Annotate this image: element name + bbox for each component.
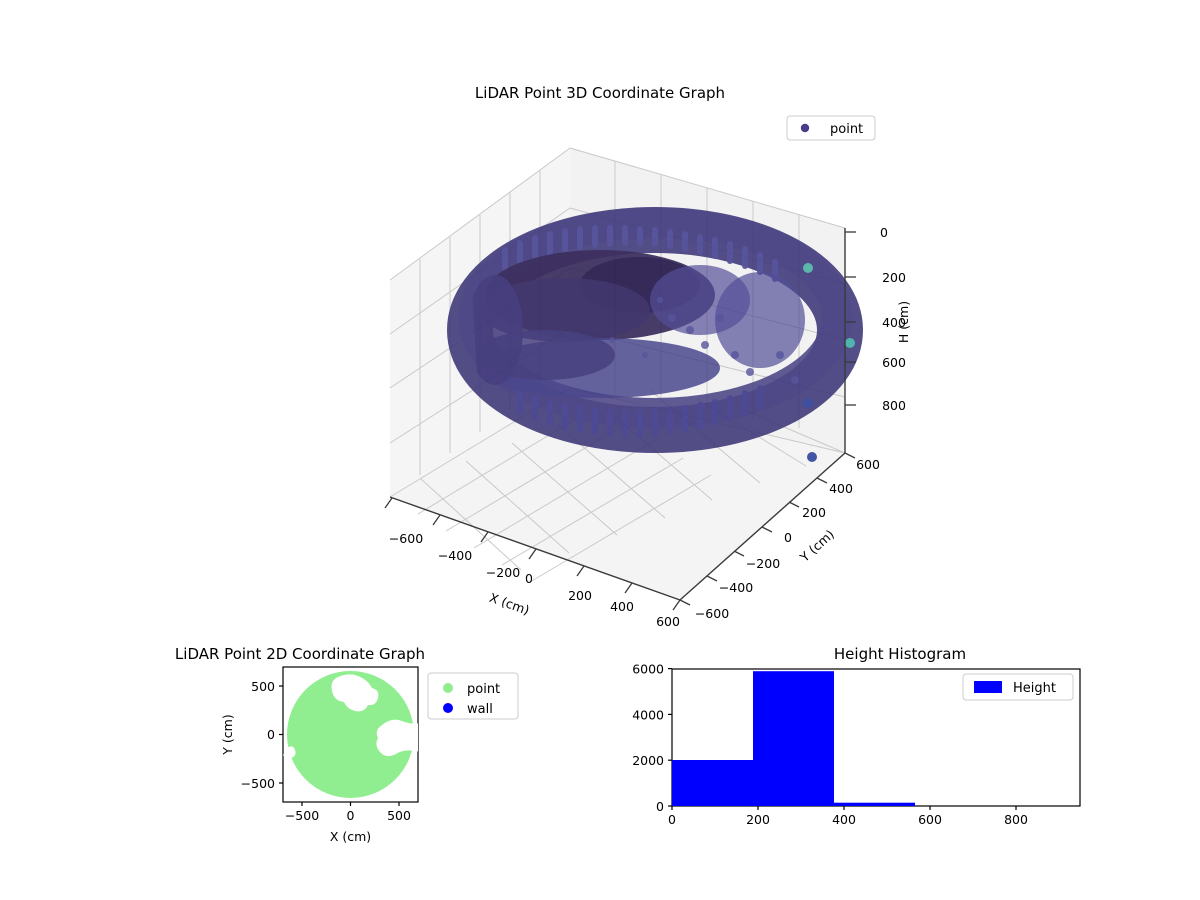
axis-y-3d-tick-0: −600 bbox=[695, 606, 729, 621]
axis-x-3d-tick-5: 400 bbox=[610, 599, 634, 614]
axis-h-3d-tick-0: 0 bbox=[880, 225, 888, 240]
legend-2d-label-point: point bbox=[467, 682, 500, 697]
axis-x-3d-tick-1: −400 bbox=[438, 548, 472, 563]
plot-histogram-svg: 0 200 400 600 800 0 2000 4000 6000 bbox=[632, 662, 1081, 827]
axis-h-3d-tick-4: 800 bbox=[882, 398, 906, 413]
axis-x-2d-tick-1: 0 bbox=[347, 808, 355, 823]
axis-x-histogram-tick-4: 800 bbox=[1004, 812, 1028, 827]
legend-histogram-label: Height bbox=[1013, 681, 1056, 696]
axis-y-histogram-tick-0: 0 bbox=[656, 799, 664, 814]
axis-y-3d-tick-5: 400 bbox=[829, 481, 853, 496]
axis-y-2d-tick-1: 0 bbox=[267, 727, 275, 742]
histogram-bar-1 bbox=[753, 671, 834, 806]
axis-x-3d-tick-4: 200 bbox=[568, 588, 592, 603]
legend-3d-label-point: point bbox=[830, 122, 863, 137]
axis-x-histogram: 0 200 400 600 800 bbox=[668, 806, 1028, 827]
axis-y-3d-tick-2: −200 bbox=[746, 556, 780, 571]
legend-histogram[interactable]: Height bbox=[962, 673, 1074, 701]
scatter-2d-points bbox=[283, 671, 418, 798]
axis-y-2d: 500 0 −500 Y (cm) bbox=[220, 679, 283, 791]
axis-y-2d-label: Y (cm) bbox=[220, 714, 235, 755]
axis-h-3d: 0 200 400 600 800 H (cm) bbox=[845, 225, 911, 413]
panel-2d-title: LiDAR Point 2D Coordinate Graph bbox=[174, 645, 426, 663]
axis-x-3d-tick-6: 600 bbox=[656, 614, 680, 629]
axis-y-histogram-tick-3: 6000 bbox=[632, 662, 664, 677]
axis-x-histogram-tick-3: 600 bbox=[918, 812, 942, 827]
legend-2d[interactable]: point wall bbox=[427, 672, 519, 720]
plot-2d-svg: −500 0 500 X (cm) 500 0 −500 Y (cm) bbox=[220, 666, 519, 844]
histogram-bar-0 bbox=[672, 760, 753, 806]
notch-top bbox=[331, 674, 379, 712]
histogram-title: Height Histogram bbox=[833, 645, 967, 663]
axis-y-3d-tick-3: 0 bbox=[784, 530, 792, 545]
panel-height-histogram: Height Histogram 0 200 bbox=[600, 640, 1200, 900]
legend-2d-marker-point bbox=[443, 683, 453, 693]
axis-x-histogram-tick-0: 0 bbox=[668, 812, 676, 827]
axis-x-3d-label: X (cm) bbox=[488, 590, 532, 618]
axis-x-2d-label: X (cm) bbox=[330, 829, 371, 844]
axis-y-histogram: 0 2000 4000 6000 bbox=[632, 662, 672, 814]
legend-3d-marker-point bbox=[800, 123, 810, 133]
axis-h-3d-label: H (cm) bbox=[896, 301, 911, 343]
histogram-bar-2 bbox=[834, 802, 915, 806]
axis-x-3d-tick-0: −600 bbox=[389, 531, 423, 546]
axis-h-3d-tick-3: 600 bbox=[882, 355, 906, 370]
axis-x-3d-tick-2: −200 bbox=[486, 565, 520, 580]
plot-3d-svg: −600 −400 −200 0 200 400 600 X (cm) bbox=[384, 115, 911, 629]
pointcloud-3d-outliers bbox=[803, 263, 855, 462]
notch-right bbox=[376, 719, 418, 757]
histogram-bars bbox=[672, 671, 915, 806]
axis-y-2d-tick-2: −500 bbox=[241, 776, 275, 791]
legend-2d-marker-wall bbox=[443, 703, 453, 713]
axis-x-2d: −500 0 500 X (cm) bbox=[285, 802, 411, 844]
axis-x-histogram-tick-1: 200 bbox=[746, 812, 770, 827]
axis-x-2d-tick-0: −500 bbox=[285, 808, 319, 823]
panel-2d-topdown: LiDAR Point 2D Coordinate Graph bbox=[0, 640, 600, 900]
axis-y-2d-tick-0: 500 bbox=[251, 679, 275, 694]
legend-histogram-swatch bbox=[974, 681, 1002, 693]
legend-2d-label-wall: wall bbox=[467, 702, 493, 717]
axis-x-histogram-tick-2: 400 bbox=[832, 812, 856, 827]
notch-left-small bbox=[283, 746, 296, 759]
axis-h-3d-tick-2: 400 bbox=[882, 315, 906, 330]
panel-3d-pointcloud: LiDAR Point 3D Coordinate Graph bbox=[384, 84, 911, 629]
panel-3d-title: LiDAR Point 3D Coordinate Graph bbox=[474, 84, 726, 102]
pointcloud-3d bbox=[447, 207, 863, 453]
axis-y-histogram-tick-1: 2000 bbox=[632, 753, 664, 768]
axis-y-3d-tick-6: 600 bbox=[856, 457, 880, 472]
axis-y-histogram-tick-2: 4000 bbox=[632, 707, 664, 722]
axis-h-3d-tick-1: 200 bbox=[882, 270, 906, 285]
axis-y-3d-tick-4: 200 bbox=[802, 505, 826, 520]
legend-3d[interactable]: point bbox=[786, 115, 876, 141]
axis-x-3d-tick-3: 0 bbox=[525, 571, 533, 586]
axis-x-2d-tick-2: 500 bbox=[387, 808, 411, 823]
axis-y-3d-label: Y (cm) bbox=[796, 527, 837, 566]
axis-y-3d-tick-1: −400 bbox=[719, 580, 753, 595]
